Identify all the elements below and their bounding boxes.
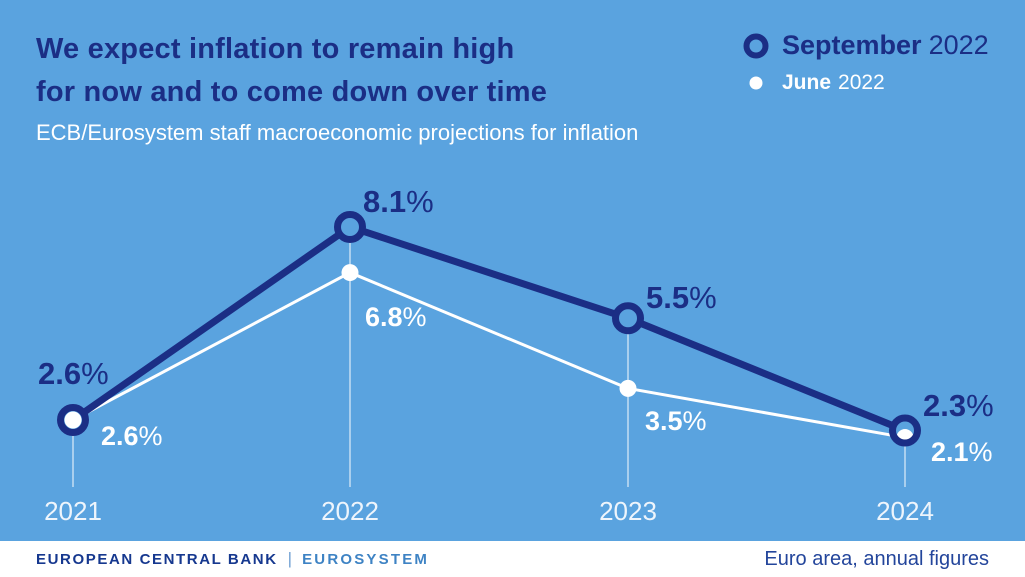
footer-bar: EUROPEAN CENTRAL BANK | EUROSYSTEM Euro …	[0, 541, 1025, 577]
brand-separator: |	[287, 549, 293, 568]
data-label-june-2024: 2.1%	[931, 437, 993, 467]
legend-item-june: June 2022	[742, 69, 989, 97]
legend-label-september: September 2022	[782, 30, 989, 60]
title-line-2: for now and to come down over time	[36, 76, 548, 108]
data-label-september-2024: 2.3%	[923, 388, 994, 423]
data-label-september-2022: 8.1%	[363, 184, 434, 219]
ecb-brand-text: EUROPEAN CENTRAL BANK	[36, 550, 278, 568]
legend-item-september: September 2022	[742, 30, 989, 61]
page-title: We expect inflation to remain high for n…	[36, 28, 547, 114]
legend-label-june: June 2022	[782, 71, 885, 94]
data-label-june-2022: 6.8%	[365, 302, 427, 332]
x-tick-2022: 2022	[321, 496, 379, 526]
x-tick-2021: 2021	[44, 496, 102, 526]
data-label-june-2023: 3.5%	[645, 406, 707, 436]
title-line-1: We expect inflation to remain high	[36, 33, 515, 65]
x-tick-2023: 2023	[599, 496, 657, 526]
data-label-september-2023: 5.5%	[646, 280, 717, 315]
dot-marker-icon	[742, 69, 770, 97]
data-label-september-2021: 2.6%	[38, 356, 109, 391]
x-tick-2024: 2024	[876, 496, 934, 526]
ring-marker-icon	[742, 32, 770, 60]
data-label-june-2021: 2.6%	[101, 421, 163, 451]
eurosystem-text: EUROSYSTEM	[302, 550, 430, 568]
footer-note: Euro area, annual figures	[764, 547, 989, 570]
chart-legend: September 2022 June 2022	[742, 30, 989, 97]
chart-subtitle: ECB/Eurosystem staff macroeconomic proje…	[36, 120, 639, 145]
ecb-wordmark: EUROPEAN CENTRAL BANK | EUROSYSTEM	[36, 549, 429, 569]
